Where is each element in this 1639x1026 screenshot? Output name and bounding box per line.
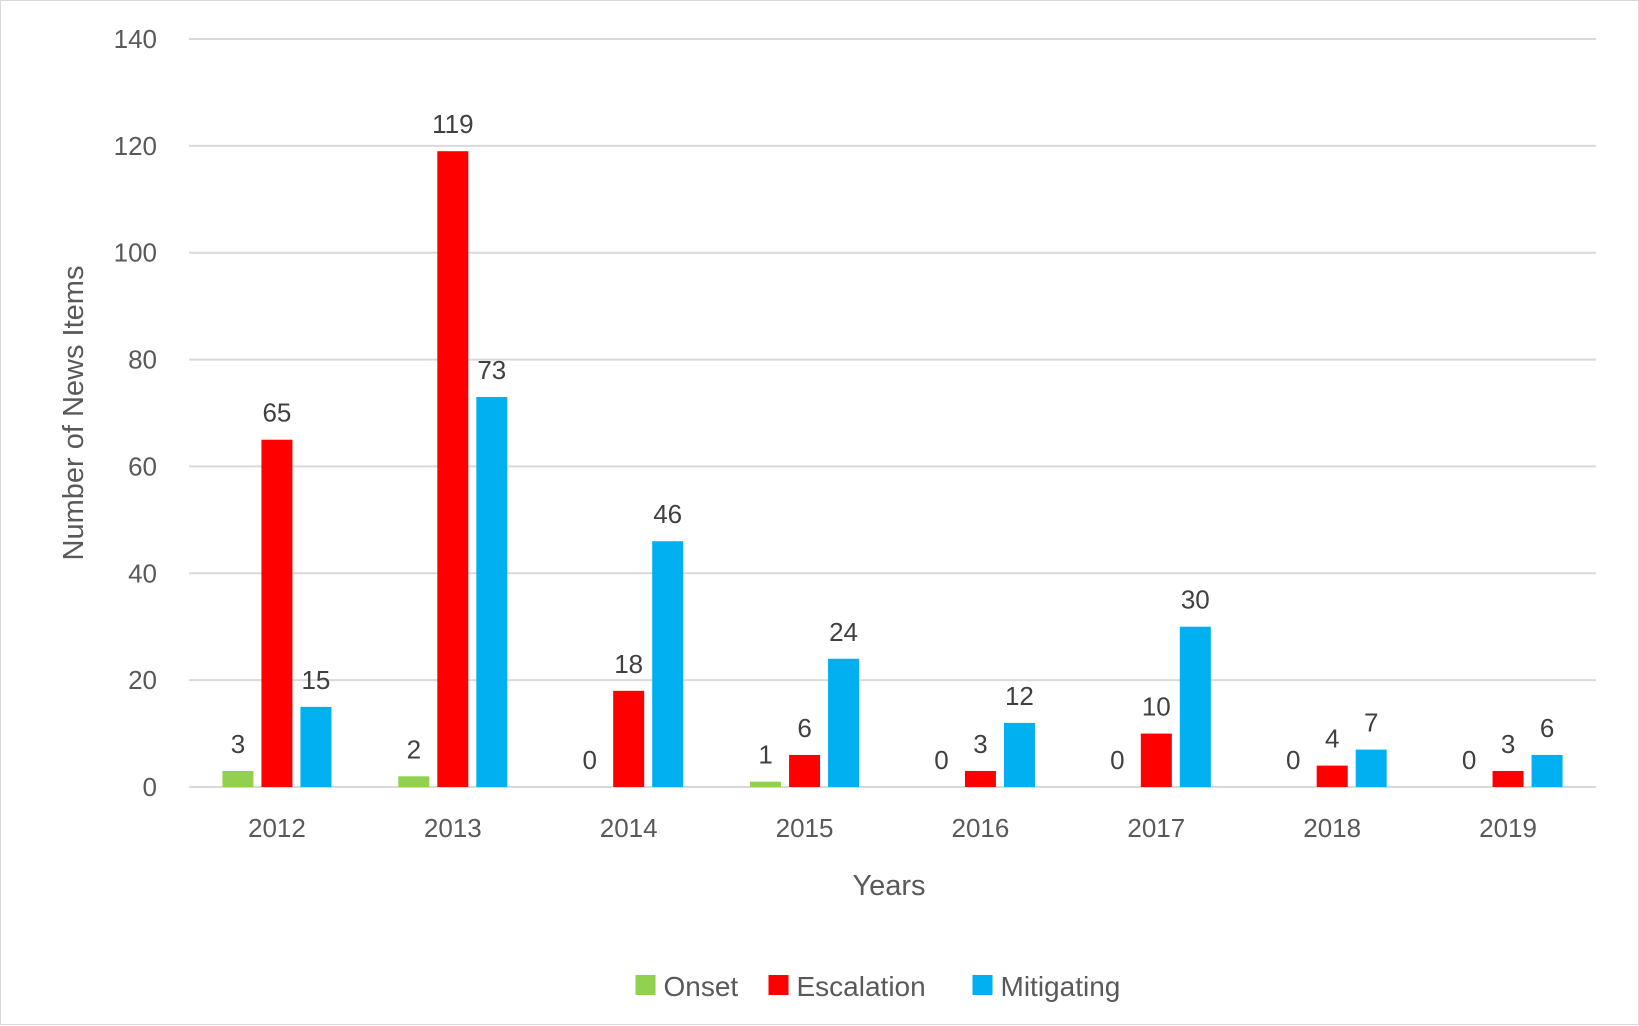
data-label-escalation-2012: 65 (262, 398, 291, 428)
legend-item-escalation: Escalation (768, 971, 926, 1002)
legend-swatch (635, 975, 656, 995)
x-tick-label: 2019 (1479, 813, 1537, 843)
data-label-escalation-2013: 119 (432, 109, 473, 139)
legend-swatch (768, 975, 789, 995)
y-tick-label: 120 (114, 131, 157, 161)
legend-label: Escalation (797, 971, 926, 1002)
bar-onset-2015 (750, 781, 782, 787)
data-label-mitigating-2016: 12 (1005, 681, 1034, 711)
data-label-mitigating-2019: 6 (1540, 713, 1554, 743)
y-axis-ticks: 0 20 40 60 80 100 120 140 (114, 24, 157, 802)
bar-escalation-2019 (1492, 770, 1524, 787)
legend-label: Onset (664, 971, 739, 1002)
x-tick-label: 2014 (600, 813, 658, 843)
x-tick-label: 2018 (1303, 813, 1361, 843)
data-label-mitigating-2018: 7 (1364, 708, 1378, 738)
x-axis-ticks: 2012 2013 2014 2015 2016 2017 2018 2019 (248, 813, 1537, 843)
legend-swatch (972, 975, 993, 995)
y-tick-label: 80 (128, 345, 157, 375)
y-tick-label: 0 (143, 772, 157, 802)
bar-mitigating-2015 (828, 658, 860, 787)
bar-onset-2013 (398, 776, 430, 787)
data-label-onset-2015: 1 (758, 740, 772, 770)
y-tick-label: 60 (128, 451, 157, 481)
data-label-escalation-2014: 18 (614, 649, 643, 679)
data-label-onset-2014: 0 (582, 745, 596, 775)
data-label-onset-2013: 2 (407, 734, 421, 764)
bar-escalation-2016 (964, 770, 996, 787)
data-label-escalation-2016: 3 (973, 729, 987, 759)
data-label-mitigating-2013: 73 (477, 355, 506, 385)
bar-mitigating-2014 (652, 541, 684, 787)
data-label-onset-2019: 0 (1462, 745, 1476, 775)
y-tick-label: 140 (114, 24, 157, 54)
legend-item-onset: Onset (635, 971, 739, 1002)
bar-mitigating-2019 (1531, 754, 1563, 787)
data-label-mitigating-2017: 30 (1181, 585, 1210, 615)
bar-escalation-2013 (437, 151, 469, 787)
data-label-onset-2012: 3 (231, 729, 245, 759)
bar-escalation-2014 (613, 690, 645, 787)
bar-mitigating-2016 (1003, 722, 1035, 787)
bar-mitigating-2012 (300, 706, 332, 787)
x-tick-label: 2012 (248, 813, 306, 843)
bar-escalation-2012 (261, 439, 293, 787)
data-label-onset-2018: 0 (1286, 745, 1300, 775)
x-tick-label: 2015 (776, 813, 834, 843)
data-label-escalation-2015: 6 (797, 713, 811, 743)
legend: Onset Escalation Mitigating (635, 971, 1121, 1002)
legend-label: Mitigating (1001, 971, 1121, 1002)
data-label-escalation-2017: 10 (1142, 692, 1171, 722)
x-tick-label: 2016 (952, 813, 1010, 843)
bar-mitigating-2018 (1355, 749, 1387, 787)
data-label-escalation-2018: 4 (1325, 724, 1339, 754)
data-label-onset-2016: 0 (934, 745, 948, 775)
data-label-mitigating-2014: 46 (653, 499, 682, 529)
legend-item-mitigating: Mitigating (972, 971, 1121, 1002)
y-tick-label: 20 (128, 665, 157, 695)
x-axis-title: Years (852, 870, 925, 902)
bar-escalation-2015 (789, 754, 821, 787)
bar-escalation-2018 (1316, 765, 1348, 787)
data-label-mitigating-2012: 15 (301, 665, 330, 695)
data-label-escalation-2019: 3 (1501, 729, 1515, 759)
data-label-mitigating-2015: 24 (829, 617, 858, 647)
x-tick-label: 2013 (424, 813, 482, 843)
data-label-onset-2017: 0 (1110, 745, 1124, 775)
bar-mitigating-2013 (476, 396, 508, 787)
bar-escalation-2017 (1140, 733, 1172, 787)
gridlines (189, 38, 1596, 788)
x-tick-label: 2017 (1127, 813, 1185, 843)
y-tick-label: 100 (114, 238, 157, 268)
y-axis-title: Number of News Items (58, 266, 90, 561)
bar-onset-2012 (222, 770, 254, 787)
y-tick-label: 40 (128, 558, 157, 588)
bars (222, 151, 1563, 787)
bar-mitigating-2017 (1179, 626, 1211, 787)
